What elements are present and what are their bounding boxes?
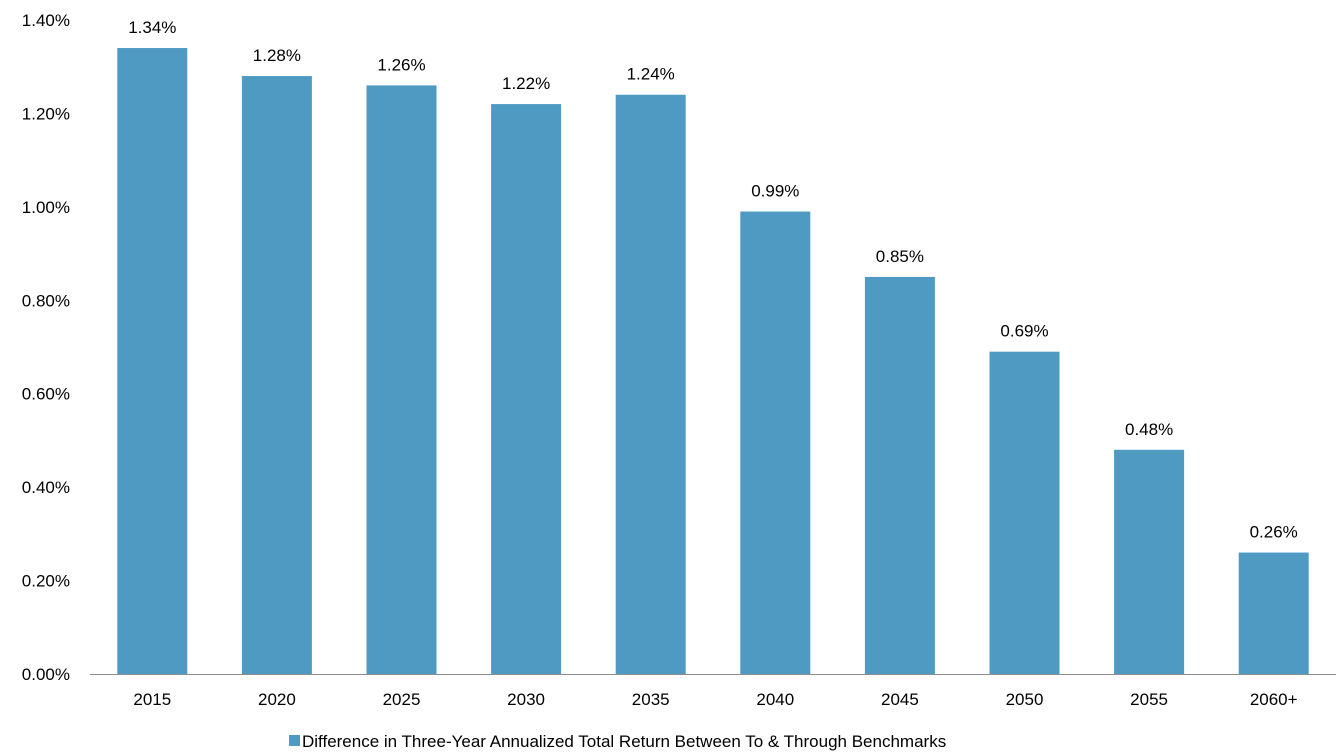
x-tick-label: 2020 <box>258 690 296 709</box>
x-tick-label: 2050 <box>1006 690 1044 709</box>
x-tick-label: 2040 <box>756 690 794 709</box>
x-tick-label: 2055 <box>1130 690 1168 709</box>
bar-data-label: 0.69% <box>1000 322 1048 341</box>
y-tick-label: 1.20% <box>22 104 70 123</box>
bar <box>491 104 562 675</box>
x-tick-label: 2060+ <box>1250 690 1298 709</box>
bar <box>615 94 686 674</box>
bar <box>241 76 312 675</box>
bar-data-label: 0.99% <box>751 182 799 201</box>
bar-data-label: 1.22% <box>502 74 550 93</box>
legend-swatch <box>289 735 300 746</box>
bars <box>117 48 1309 675</box>
bar-data-label: 0.26% <box>1250 523 1298 542</box>
bar-data-label: 0.48% <box>1125 420 1173 439</box>
bar-data-label: 1.26% <box>377 55 425 74</box>
y-tick-label: 1.40% <box>22 11 70 30</box>
x-tick-label: 2025 <box>383 690 421 709</box>
y-tick-label: 0.80% <box>22 291 70 310</box>
legend: Difference in Three-Year Annualized Tota… <box>289 732 946 751</box>
x-tick-label: 2035 <box>632 690 670 709</box>
y-tick-label: 0.60% <box>22 385 70 404</box>
y-tick-label: 0.20% <box>22 572 70 591</box>
bar <box>989 351 1060 674</box>
bar-data-label: 1.34% <box>128 18 176 37</box>
x-tick-label: 2015 <box>133 690 171 709</box>
bar <box>864 276 935 674</box>
bar <box>117 48 188 675</box>
y-tick-label: 1.00% <box>22 198 70 217</box>
x-tick-label: 2045 <box>881 690 919 709</box>
bar-data-label: 1.24% <box>627 65 675 84</box>
legend-label: Difference in Three-Year Annualized Tota… <box>302 732 946 751</box>
bar <box>1238 552 1309 674</box>
bar-data-label: 1.28% <box>253 46 301 65</box>
y-axis-tick-labels: 0.00% 0.20% 0.40% 0.60% 0.80% 1.00% 1.20% 1.40% <box>22 11 70 684</box>
y-tick-label: 0.40% <box>22 478 70 497</box>
y-tick-label: 0.00% <box>22 665 70 684</box>
x-tick-label: 2030 <box>507 690 545 709</box>
data-labels: 1.34% 1.28% 1.26% 1.22% 1.24% 0.99% 0.85% 0.69%… <box>128 18 1298 542</box>
bar <box>366 85 437 674</box>
x-axis-tick-labels: 2015 2020 2025 2030 2035 2040 2045 2050 2055 2060… <box>133 690 1297 709</box>
bar-data-label: 0.85% <box>876 247 924 266</box>
bar <box>740 211 811 674</box>
bar <box>1114 449 1185 674</box>
